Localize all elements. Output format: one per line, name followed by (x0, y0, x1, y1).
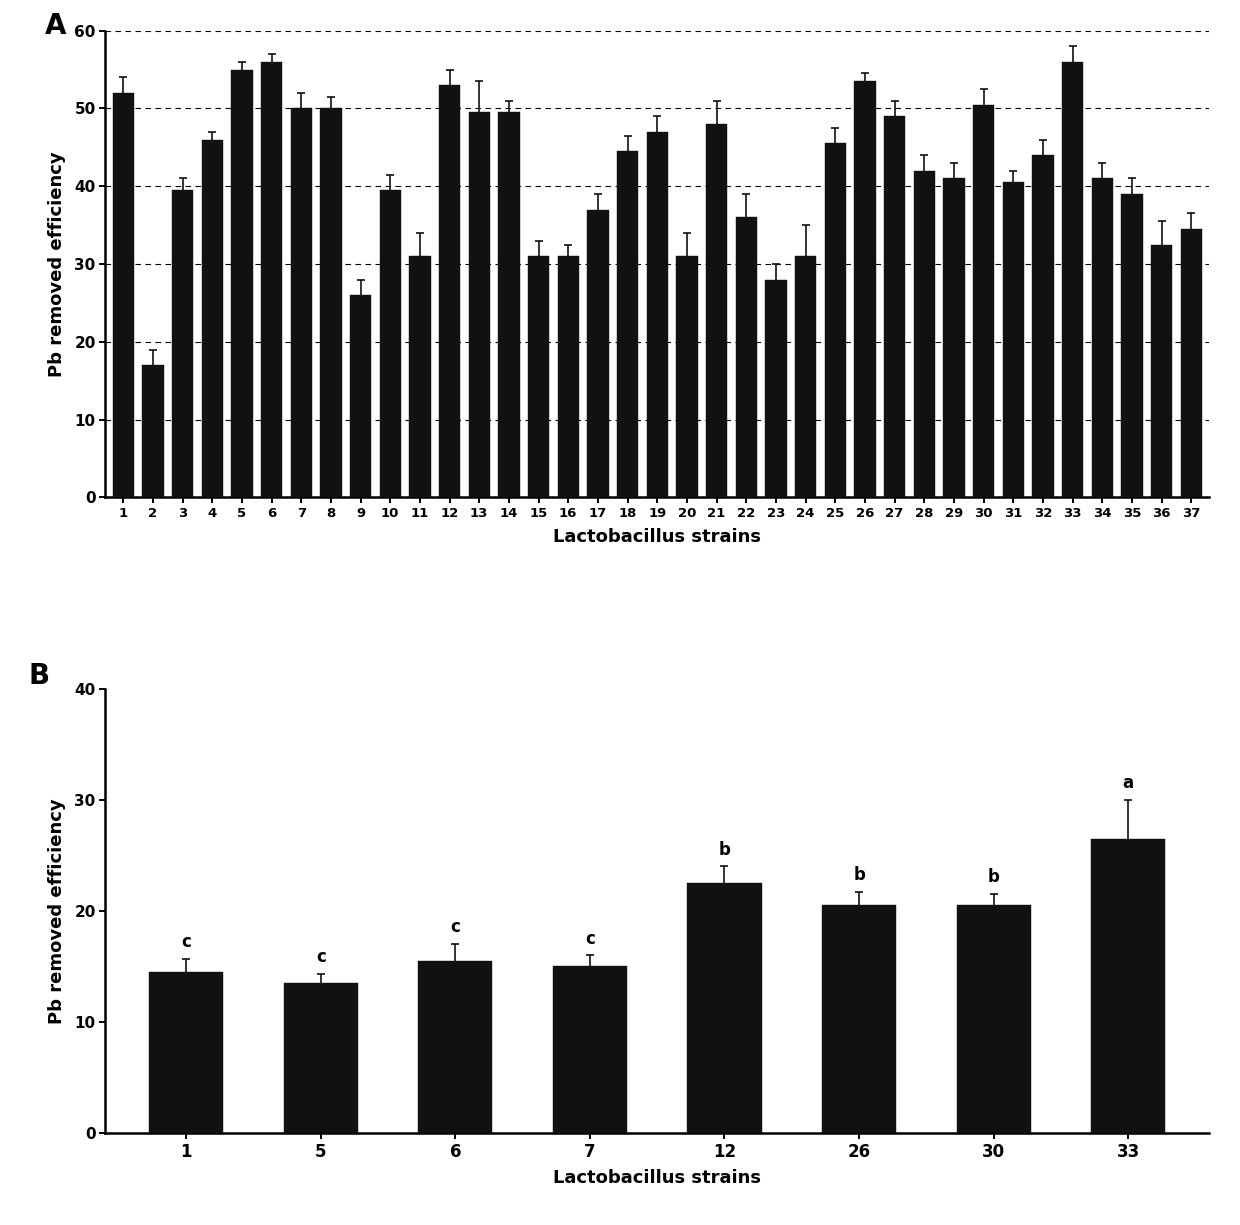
Bar (469, 113, 490, 497)
Text: c: c (450, 919, 460, 936)
Y-axis label: Pb removed efficiency: Pb removed efficiency (48, 151, 66, 377)
Bar (260, 61, 283, 497)
Bar (795, 256, 816, 497)
Bar (854, 81, 875, 497)
Bar (284, 984, 358, 1133)
Bar (956, 905, 1030, 1133)
Bar (1091, 179, 1112, 497)
Bar (1032, 156, 1054, 497)
Bar (588, 209, 609, 497)
Bar (202, 140, 223, 497)
Bar (616, 151, 639, 497)
Text: a: a (1122, 774, 1133, 793)
Bar (113, 93, 134, 497)
Text: b: b (718, 840, 730, 859)
Y-axis label: Pb removed efficiency: Pb removed efficiency (48, 797, 66, 1024)
Text: c: c (316, 948, 326, 967)
Bar (1061, 61, 1084, 497)
X-axis label: Lactobacillus strains: Lactobacillus strains (553, 1169, 761, 1187)
Bar (706, 124, 727, 497)
Bar (914, 170, 935, 497)
Text: c: c (181, 933, 191, 951)
Bar (439, 85, 460, 497)
Bar (149, 971, 223, 1133)
Bar (944, 179, 965, 497)
Bar (822, 905, 897, 1133)
Bar (676, 256, 698, 497)
Text: A: A (45, 12, 66, 40)
Bar (825, 143, 846, 497)
Bar (553, 967, 627, 1133)
Bar (379, 190, 401, 497)
Bar (409, 256, 430, 497)
Bar (765, 279, 786, 497)
Bar (558, 256, 579, 497)
Text: c: c (585, 930, 595, 948)
Bar (528, 256, 549, 497)
Text: B: B (29, 662, 50, 690)
X-axis label: Lactobacillus strains: Lactobacillus strains (553, 528, 761, 546)
Bar (290, 108, 312, 497)
Bar (320, 108, 341, 497)
Bar (143, 365, 164, 497)
Bar (1091, 839, 1166, 1133)
Bar (973, 104, 994, 497)
Bar (231, 70, 253, 497)
Bar (1151, 245, 1172, 497)
Bar (646, 132, 668, 497)
Bar (418, 960, 492, 1133)
Bar (735, 217, 756, 497)
Bar (172, 190, 193, 497)
Text: b: b (853, 866, 866, 884)
Bar (1180, 229, 1202, 497)
Bar (350, 295, 371, 497)
Bar (884, 116, 905, 497)
Text: b: b (988, 869, 999, 887)
Bar (687, 883, 761, 1133)
Bar (498, 113, 520, 497)
Bar (1121, 194, 1142, 497)
Bar (1002, 183, 1024, 497)
